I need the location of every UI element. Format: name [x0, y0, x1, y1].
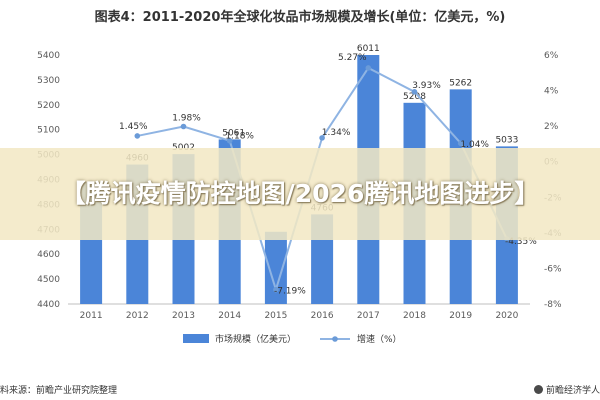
bar-value-label: 5061: [222, 128, 245, 138]
y-right-tick-label: 4%: [544, 87, 559, 97]
watermark: 前瞻经济学人: [533, 383, 600, 396]
growth-point: [134, 133, 141, 139]
x-tick-label: 2020: [495, 311, 518, 321]
x-tick-label: 2019: [449, 311, 472, 321]
x-tick-label: 2015: [264, 311, 287, 321]
x-tick-label: 2012: [126, 311, 149, 321]
x-tick-label: 2014: [218, 311, 241, 321]
y-right-tick-label: 6%: [544, 51, 559, 61]
source-note: 料来源：前瞻产业研究院整理: [0, 386, 118, 396]
legend-swatch-bars: [183, 334, 209, 343]
legend-marker-line: [332, 336, 338, 342]
y-right-tick-label: 2%: [544, 122, 559, 132]
chart-title: 图表4：2011-2020年全球化妆品市场规模及增长(单位：亿美元，%): [94, 10, 506, 25]
watermark-text: 前瞻经济学人: [545, 386, 600, 396]
y-right-tick-label: -8%: [544, 300, 562, 310]
growth-value-label: 1.34%: [322, 128, 351, 138]
legend-label-bars: 市场规模（亿美元）: [215, 333, 296, 345]
x-tick-label: 2018: [403, 311, 426, 321]
growth-value-label: -4.35%: [505, 237, 537, 247]
legend-label-line: 增速（%）: [357, 333, 402, 345]
growth-value-label: 5.27%: [338, 53, 367, 63]
bar-value-label: 6011: [357, 44, 380, 54]
x-tick-label: 2017: [357, 311, 380, 321]
growth-value-label: 1.98%: [172, 113, 201, 123]
growth-point: [226, 137, 233, 144]
growth-value-label: 1.04%: [460, 140, 489, 150]
y-left-tick-label: 5400: [37, 51, 60, 61]
overlay-banner: 【腾讯疫情防控地图/2026腾讯地图进步】: [0, 148, 600, 240]
growth-point: [180, 123, 187, 130]
y-left-tick-label: 5200: [37, 101, 60, 111]
x-tick-label: 2016: [311, 311, 334, 321]
bar-value-label: 5208: [403, 92, 426, 102]
growth-value-label: 3.93%: [412, 81, 441, 91]
growth-point: [411, 89, 418, 95]
growth-point: [457, 140, 464, 147]
bar: [264, 231, 287, 304]
bar-value-label: 5033: [495, 135, 518, 145]
growth-point: [273, 286, 279, 293]
growth-value-label: -7.19%: [274, 287, 306, 297]
y-left-tick-label: 4500: [37, 275, 60, 285]
growth-value-label: 1.45%: [119, 122, 148, 132]
y-left-tick-label: 4400: [37, 300, 60, 310]
y-left-tick-label: 5100: [37, 126, 60, 136]
banner-text: 【腾讯疫情防控地图/2026腾讯地图进步】: [60, 179, 540, 208]
x-tick-label: 2013: [172, 311, 195, 321]
y-right-tick-label: -6%: [544, 264, 562, 274]
growth-value-label: 1.18%: [225, 132, 254, 142]
y-left-tick-label: 5300: [37, 76, 60, 86]
watermark-logo-icon: [533, 385, 543, 394]
y-left-tick-label: 4600: [37, 250, 60, 260]
growth-point: [365, 65, 372, 71]
bar-value-label: 5262: [449, 78, 472, 88]
x-tick-label: 2011: [80, 311, 103, 321]
growth-point: [319, 135, 325, 141]
